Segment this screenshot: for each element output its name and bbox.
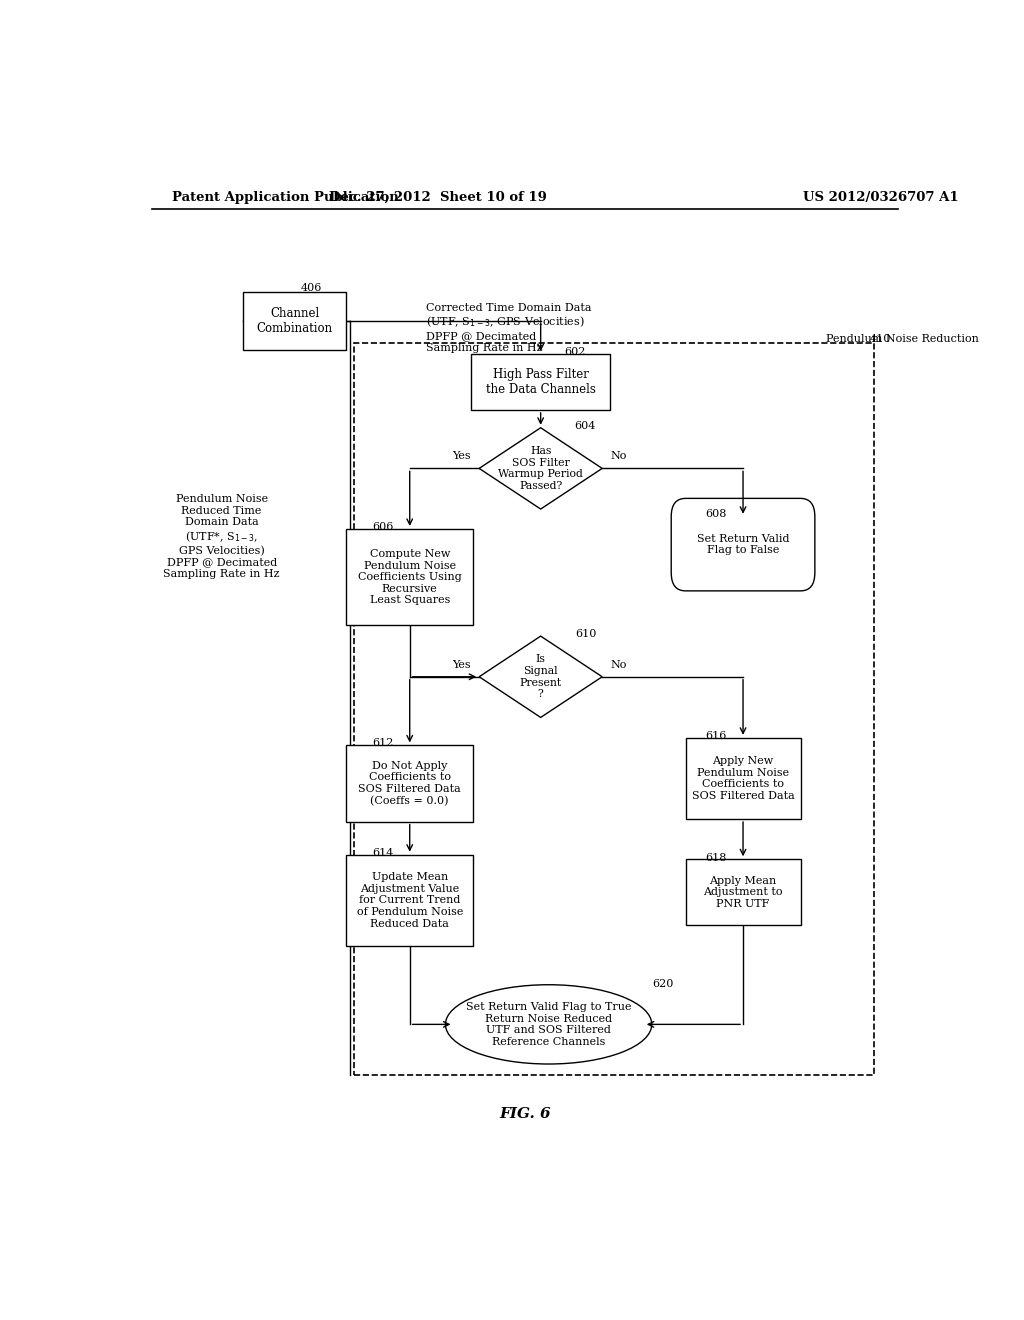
FancyBboxPatch shape	[671, 499, 815, 591]
Text: 608: 608	[706, 510, 727, 519]
Text: Compute New
Pendulum Noise
Coefficients Using
Recursive
Least Squares: Compute New Pendulum Noise Coefficients …	[357, 549, 462, 606]
Text: 612: 612	[373, 738, 394, 748]
Text: Do Not Apply
Coefficients to
SOS Filtered Data
(Coeffs = 0.0): Do Not Apply Coefficients to SOS Filtere…	[358, 760, 461, 807]
Text: Corrected Time Domain Data
(UTF, S$_{1-3}$, GPS Velocities)
DPFP @ Decimated
Sam: Corrected Time Domain Data (UTF, S$_{1-3…	[426, 302, 591, 352]
Text: 620: 620	[652, 978, 673, 989]
Text: Has
SOS Filter
Warmup Period
Passed?: Has SOS Filter Warmup Period Passed?	[499, 446, 583, 491]
Bar	[685, 738, 801, 818]
Bar	[354, 343, 873, 1076]
Text: 604: 604	[574, 421, 595, 430]
Text: 606: 606	[373, 523, 394, 532]
Text: Set Return Valid Flag to True
Return Noise Reduced
UTF and SOS Filtered
Referenc: Set Return Valid Flag to True Return Noi…	[466, 1002, 632, 1047]
Bar	[346, 746, 473, 821]
Polygon shape	[479, 428, 602, 510]
Text: Pendulum Noise Reduction: Pendulum Noise Reduction	[826, 334, 979, 345]
Text: Is
Signal
Present
?: Is Signal Present ?	[519, 655, 562, 700]
Text: 410: 410	[870, 334, 891, 345]
Text: US 2012/0326707 A1: US 2012/0326707 A1	[803, 191, 958, 205]
Text: Yes: Yes	[453, 451, 471, 461]
Text: Apply Mean
Adjustment to
PNR UTF: Apply Mean Adjustment to PNR UTF	[703, 875, 782, 909]
Text: 406: 406	[301, 284, 323, 293]
Text: Pendulum Noise
Reduced Time
Domain Data
(UTF*, S$_{1-3}$,
GPS Velocities)
DPFP @: Pendulum Noise Reduced Time Domain Data …	[164, 494, 280, 579]
Text: Patent Application Publication: Patent Application Publication	[172, 191, 398, 205]
Text: 602: 602	[564, 347, 586, 356]
Bar	[346, 854, 473, 946]
Text: Update Mean
Adjustment Value
for Current Trend
of Pendulum Noise
Reduced Data: Update Mean Adjustment Value for Current…	[356, 873, 463, 928]
Polygon shape	[479, 636, 602, 718]
Text: No: No	[610, 451, 627, 461]
Text: High Pass Filter
the Data Channels: High Pass Filter the Data Channels	[485, 368, 596, 396]
Text: Yes: Yes	[453, 660, 471, 669]
Text: Apply New
Pendulum Noise
Coefficients to
SOS Filtered Data: Apply New Pendulum Noise Coefficients to…	[691, 756, 795, 801]
Text: Set Return Valid
Flag to False: Set Return Valid Flag to False	[696, 533, 790, 556]
Text: 610: 610	[574, 630, 596, 639]
Text: 614: 614	[373, 847, 394, 858]
Text: 616: 616	[705, 731, 726, 741]
Bar	[685, 859, 801, 925]
Text: Channel
Combination: Channel Combination	[257, 308, 333, 335]
Bar	[243, 292, 346, 351]
Text: Dec. 27, 2012  Sheet 10 of 19: Dec. 27, 2012 Sheet 10 of 19	[329, 191, 547, 205]
Ellipse shape	[445, 985, 652, 1064]
Bar	[471, 354, 610, 411]
Text: FIG. 6: FIG. 6	[499, 1106, 551, 1121]
Text: No: No	[610, 660, 627, 669]
Text: 618: 618	[705, 853, 726, 863]
Bar	[346, 529, 473, 626]
